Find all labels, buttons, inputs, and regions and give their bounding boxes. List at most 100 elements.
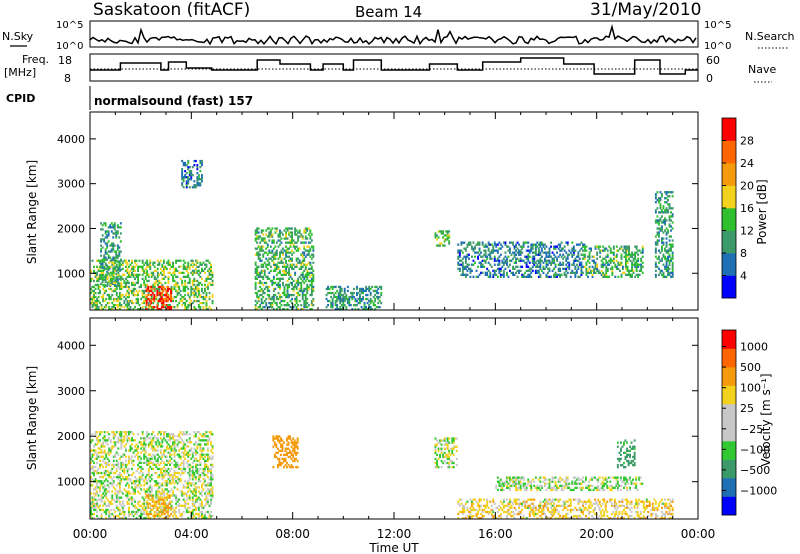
power-echo-cell [280, 277, 283, 280]
power-echo-cell [194, 263, 197, 266]
power-echo-cell [269, 297, 272, 301]
power-echo-cell [125, 293, 127, 297]
power-echo-cell [179, 259, 182, 262]
power-echo-cell [519, 265, 522, 268]
power-echo-cell [486, 245, 489, 248]
velocity-echo-cell [99, 465, 101, 469]
power-echo-cell [309, 293, 312, 297]
power-echo-cell [468, 263, 470, 266]
power-echo-cell [141, 308, 144, 310]
velocity-echo-cell [141, 502, 144, 505]
power-echo-cell [629, 259, 632, 262]
velocity-echo-cell [201, 500, 203, 503]
power-echo-cell [184, 283, 187, 287]
power-echo-cell [93, 304, 95, 307]
power-echo-cell [272, 289, 275, 293]
velocity-echo-cell [93, 502, 95, 505]
power-echo-cell [150, 295, 153, 299]
power-echo-cell [602, 263, 605, 266]
velocity-echo-cell [149, 490, 152, 493]
power-echo-cell [288, 251, 290, 254]
power-echo-cell [185, 164, 188, 167]
power-echo-cell [115, 285, 118, 289]
velocity-echo-cell [164, 449, 167, 452]
velocity-echo-cell [140, 443, 143, 446]
power-echo-cell [202, 269, 205, 272]
power-echo-cell [632, 271, 635, 274]
power-echo-cell [173, 273, 176, 276]
power-echo-cell [91, 306, 94, 309]
power-echo-cell [534, 247, 537, 250]
power-echo-cell [606, 261, 609, 264]
power-echo-cell [548, 251, 551, 254]
velocity-echo-cell [185, 486, 188, 489]
velocity-echo-cell [146, 502, 149, 505]
power-echo-cell [658, 233, 660, 236]
power-echo-cell [260, 301, 263, 305]
velocity-echo-cell [188, 506, 191, 509]
power-echo-cell [131, 289, 133, 293]
power-echo-cell [94, 287, 97, 291]
power-echo-cell [301, 237, 304, 240]
power-echo-cell [197, 281, 200, 285]
velocity-echo-cell [161, 476, 164, 479]
power-echo-cell [288, 304, 290, 307]
velocity-echo-cell [199, 514, 202, 518]
velocity-echo-cell [105, 439, 108, 442]
power-echo-cell [553, 273, 555, 276]
station-title: Saskatoon (fitACF) [93, 0, 250, 20]
velocity-echo-cell [118, 435, 121, 438]
velocity-echo-cell [99, 482, 101, 485]
power-echo-cell [477, 275, 479, 278]
power-echo-cell [99, 289, 101, 293]
power-echo-cell [309, 275, 312, 278]
power-echo-cell [512, 241, 514, 244]
velocity-echo-cell [105, 504, 108, 507]
power-echo-cell [97, 287, 100, 291]
power-echo-cell [190, 170, 193, 173]
velocity-echo-cell [129, 496, 132, 499]
power-echo-cell [204, 263, 206, 266]
power-echo-cell [609, 267, 612, 270]
velocity-echo-cell [146, 474, 149, 477]
velocity-echo-cell [99, 476, 101, 479]
velocity-echo-cell [120, 490, 123, 493]
velocity-echo-cell [190, 484, 193, 487]
velocity-echo-cell [167, 508, 169, 512]
velocity-echo-cell [204, 469, 206, 473]
velocity-echo-cell [172, 435, 174, 438]
power-echo-cell [611, 273, 614, 276]
velocity-echo-cell [194, 500, 197, 503]
power-echo-cell [196, 182, 199, 185]
power-echo-cell [274, 253, 277, 256]
velocity-echo-cell [207, 453, 209, 456]
power-echo-cell [149, 293, 152, 297]
power-echo-cell [304, 293, 307, 297]
power-echo-cell [496, 257, 499, 260]
velocity-echo-cell [126, 494, 129, 497]
velocity-echo-cell [158, 476, 161, 479]
velocity-echo-cell [128, 461, 130, 464]
power-echo-cell [181, 178, 184, 181]
power-echo-cell [557, 255, 560, 258]
power-echo-cell [211, 279, 214, 283]
power-echo-cell [265, 304, 268, 307]
power-echo-cell [100, 238, 102, 241]
power-echo-cell [574, 275, 577, 278]
power-echo-cell [357, 308, 360, 310]
power-echo-cell [288, 259, 290, 262]
power-echo-cell [188, 295, 191, 299]
power-echo-cell [196, 168, 199, 171]
power-echo-cell [490, 243, 493, 246]
power-echo-cell [259, 253, 262, 256]
velocity-echo-cell [91, 439, 94, 442]
power-echo-cell [101, 246, 104, 249]
velocity-echo-cell [100, 514, 103, 518]
velocity-echo-cell [126, 463, 129, 466]
velocity-echo-cell [111, 478, 114, 481]
power-echo-cell [498, 259, 501, 262]
power-echo-cell [339, 291, 342, 295]
power-echo-cell [572, 249, 575, 252]
velocity-echo-cell [123, 488, 126, 491]
power-echo-cell [94, 273, 97, 276]
